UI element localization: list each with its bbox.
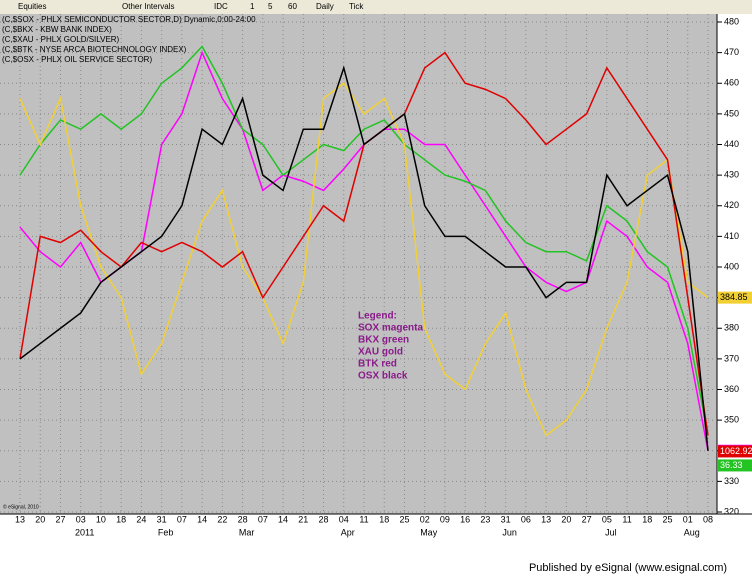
y-tick-label: 380 bbox=[724, 323, 739, 333]
x-tick-label: 14 bbox=[278, 514, 288, 524]
month-label: May bbox=[420, 527, 438, 537]
y-tick-label: 370 bbox=[724, 353, 739, 363]
x-tick-label: 11 bbox=[622, 514, 631, 524]
header-line: (C,$XAU - PHLX GOLD/SILVER) bbox=[2, 35, 120, 44]
toolbar bbox=[0, 0, 752, 14]
month-label: Apr bbox=[341, 527, 355, 537]
x-tick-label: 02 bbox=[420, 514, 430, 524]
x-axis-panel bbox=[0, 514, 752, 544]
x-tick-label: 18 bbox=[642, 514, 652, 524]
toolbar-item[interactable]: Tick bbox=[349, 2, 364, 11]
month-label: Mar bbox=[239, 527, 255, 537]
copyright: © eSignal, 2010 bbox=[3, 503, 39, 510]
toolbar-item[interactable]: Equities bbox=[18, 2, 46, 11]
y-tick-label: 350 bbox=[724, 415, 739, 425]
y-tick-label: 400 bbox=[724, 261, 739, 271]
y-tick-label: 470 bbox=[724, 47, 739, 57]
last-value-box bbox=[718, 459, 752, 472]
x-tick-label: 27 bbox=[582, 514, 592, 524]
toolbar-item[interactable]: 60 bbox=[288, 2, 297, 11]
x-tick-label: 28 bbox=[319, 514, 329, 524]
x-tick-label: 04 bbox=[339, 514, 349, 524]
plot-area bbox=[0, 14, 717, 514]
toolbar-item[interactable]: IDC bbox=[214, 2, 228, 11]
footer: Published by eSignal (www.esignal.com) bbox=[529, 562, 727, 574]
x-tick-label: 31 bbox=[157, 514, 167, 524]
series-line bbox=[19, 45, 709, 436]
legend-note: Legend: bbox=[358, 311, 397, 322]
x-tick-label: 10 bbox=[96, 514, 106, 524]
last-value-box bbox=[718, 291, 752, 304]
y-tick-label: 360 bbox=[724, 384, 739, 394]
x-tick-label: 14 bbox=[197, 514, 207, 524]
y-tick-label: 420 bbox=[724, 200, 739, 210]
month-label: Aug bbox=[684, 527, 700, 537]
y-tick-label: 430 bbox=[724, 170, 739, 180]
y-tick-label: 320 bbox=[724, 506, 739, 516]
x-tick-label: 18 bbox=[379, 514, 389, 524]
x-tick-label: 01 bbox=[683, 514, 693, 524]
x-tick-label: 27 bbox=[55, 514, 65, 524]
x-tick-label: 21 bbox=[298, 514, 308, 524]
header-line: (C,$BTK - NYSE ARCA BIOTECHNOLOGY INDEX) bbox=[2, 45, 187, 54]
legend-note: BKX green bbox=[358, 335, 409, 346]
x-tick-label: 05 bbox=[602, 514, 612, 524]
last-value-label: 36.33 bbox=[720, 460, 743, 470]
toolbar-item[interactable]: 5 bbox=[268, 2, 273, 11]
x-tick-label: 23 bbox=[480, 514, 490, 524]
y-axis-panel bbox=[717, 14, 752, 514]
last-value-label: 384.85 bbox=[720, 292, 748, 302]
x-tick-label: 11 bbox=[359, 514, 368, 524]
y-tick-label: 410 bbox=[724, 231, 739, 241]
toolbar-item[interactable]: Other Intervals bbox=[122, 2, 174, 11]
x-tick-label: 16 bbox=[460, 514, 470, 524]
last-value-label: 1062.92 bbox=[720, 446, 752, 456]
x-tick-label: 20 bbox=[35, 514, 45, 524]
x-tick-label: 07 bbox=[258, 514, 268, 524]
header-line: (C,$SOX - PHLX SEMICONDUCTOR SECTOR,D) D… bbox=[2, 15, 256, 24]
legend-note: SOX magenta bbox=[358, 323, 423, 334]
x-tick-label: 24 bbox=[136, 514, 146, 524]
toolbar-item[interactable]: Daily bbox=[316, 2, 334, 11]
month-label: Jul bbox=[605, 527, 617, 537]
legend-note: XAU gold bbox=[358, 347, 403, 358]
legend-note: OSX black bbox=[358, 371, 408, 382]
x-tick-label: 06 bbox=[521, 514, 531, 524]
x-tick-label: 13 bbox=[15, 514, 25, 524]
x-tick-label: 25 bbox=[663, 514, 673, 524]
y-tick-label: 440 bbox=[724, 139, 739, 149]
legend-note: BTK red bbox=[358, 359, 397, 370]
x-tick-label: 31 bbox=[501, 514, 511, 524]
x-tick-label: 13 bbox=[541, 514, 551, 524]
header-line: (C,$OSX - PHLX OIL SERVICE SECTOR) bbox=[2, 55, 152, 64]
y-tick-label: 460 bbox=[724, 78, 739, 88]
month-label: 2011 bbox=[75, 527, 94, 537]
series-line bbox=[19, 82, 709, 437]
y-tick-label: 480 bbox=[724, 16, 739, 26]
month-label: Jun bbox=[502, 527, 517, 537]
x-tick-label: 07 bbox=[177, 514, 187, 524]
toolbar-item[interactable]: 1 bbox=[250, 2, 255, 11]
x-tick-label: 20 bbox=[561, 514, 571, 524]
header-line: (C,$BKX - KBW BANK INDEX) bbox=[2, 25, 112, 34]
last-value-box bbox=[718, 445, 752, 458]
x-tick-label: 03 bbox=[76, 514, 86, 524]
y-tick-label: 330 bbox=[724, 476, 739, 486]
x-tick-label: 28 bbox=[238, 514, 248, 524]
x-tick-label: 25 bbox=[399, 514, 409, 524]
month-label: Feb bbox=[158, 527, 174, 537]
y-tick-label: 450 bbox=[724, 108, 739, 118]
x-tick-label: 18 bbox=[116, 514, 126, 524]
series-line bbox=[19, 65, 709, 451]
x-tick-label: 08 bbox=[703, 514, 713, 524]
x-tick-label: 09 bbox=[440, 514, 450, 524]
x-tick-label: 22 bbox=[217, 514, 227, 524]
